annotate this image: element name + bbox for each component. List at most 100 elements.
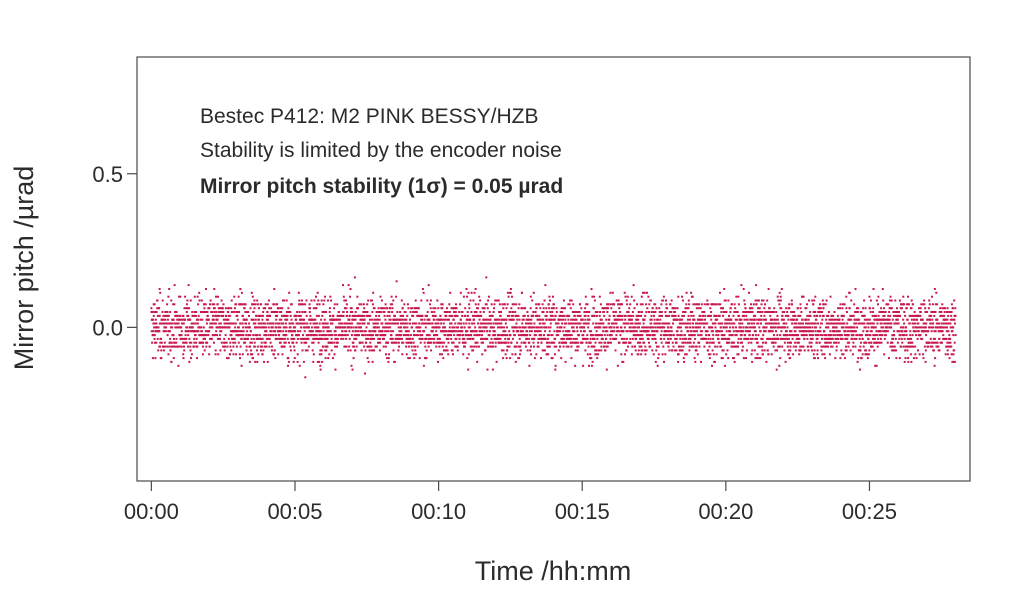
data-point	[780, 288, 783, 290]
data-point	[403, 334, 406, 337]
data-point	[912, 357, 915, 360]
data-point	[361, 322, 364, 325]
data-point	[731, 322, 734, 325]
data-point	[164, 330, 167, 333]
data-point	[172, 334, 175, 337]
data-point	[895, 357, 898, 360]
data-point	[453, 334, 456, 337]
data-point	[655, 322, 658, 325]
data-point	[505, 307, 508, 310]
data-point	[818, 307, 821, 310]
data-point	[397, 349, 400, 352]
data-point	[173, 345, 176, 348]
data-point	[448, 326, 451, 329]
data-point	[824, 303, 827, 306]
data-point	[506, 345, 509, 348]
data-point	[896, 318, 899, 321]
data-point	[369, 330, 372, 333]
data-point	[867, 337, 870, 340]
data-point	[662, 299, 665, 302]
data-point	[367, 337, 370, 340]
data-point	[462, 322, 465, 325]
data-point	[728, 314, 730, 317]
data-point	[647, 337, 650, 340]
data-point	[349, 295, 351, 298]
data-point	[242, 330, 245, 333]
data-point	[908, 345, 911, 348]
data-point	[827, 314, 830, 317]
data-point	[596, 337, 599, 340]
data-point	[790, 311, 793, 313]
data-point	[595, 349, 598, 352]
data-point	[435, 330, 438, 333]
data-point	[563, 326, 566, 329]
data-point	[650, 326, 652, 329]
data-point	[627, 314, 630, 317]
data-point	[689, 322, 692, 325]
data-point	[289, 322, 292, 325]
data-point	[285, 314, 288, 317]
data-point	[199, 311, 202, 313]
data-point	[629, 322, 632, 325]
data-point	[405, 345, 408, 348]
data-point	[784, 326, 786, 329]
data-point	[876, 318, 879, 321]
data-point	[821, 318, 824, 321]
data-point	[606, 303, 609, 306]
data-point	[503, 318, 506, 321]
data-point	[227, 318, 230, 321]
data-point	[390, 334, 393, 337]
data-point	[570, 345, 573, 348]
data-point	[586, 353, 589, 356]
data-point	[208, 326, 211, 329]
data-point	[166, 345, 169, 348]
data-point	[863, 299, 866, 302]
data-point	[685, 291, 688, 294]
data-point	[239, 330, 242, 333]
data-point	[689, 341, 692, 344]
data-point	[780, 330, 783, 333]
data-point	[205, 345, 208, 348]
data-point	[577, 345, 580, 348]
data-point	[741, 349, 744, 352]
data-point	[671, 349, 674, 352]
data-point	[517, 307, 520, 310]
data-point	[406, 337, 409, 340]
data-point	[875, 330, 878, 333]
data-point	[769, 330, 772, 333]
data-point	[672, 322, 674, 325]
data-point	[283, 341, 286, 344]
data-point	[565, 322, 568, 325]
data-point	[352, 326, 355, 329]
data-point	[596, 357, 599, 360]
data-point	[220, 307, 223, 310]
data-point	[724, 322, 727, 325]
data-point	[680, 322, 683, 325]
data-point	[869, 322, 872, 325]
data-point	[267, 334, 270, 337]
data-point	[882, 311, 885, 313]
data-point	[195, 337, 198, 340]
data-point	[192, 322, 195, 325]
data-point	[879, 334, 881, 337]
data-point	[839, 303, 842, 306]
data-point	[427, 322, 430, 325]
data-point	[905, 334, 908, 337]
data-point	[877, 295, 880, 298]
data-point	[368, 345, 370, 348]
data-point	[189, 299, 192, 302]
data-point	[892, 314, 895, 317]
data-point	[610, 307, 613, 310]
data-point	[664, 330, 667, 333]
data-point	[587, 345, 590, 348]
data-point	[874, 318, 877, 321]
data-point	[803, 337, 806, 340]
data-point	[348, 330, 351, 333]
data-point	[263, 334, 266, 337]
data-point	[834, 337, 837, 340]
data-point	[729, 307, 732, 310]
data-point	[650, 318, 653, 321]
data-point	[329, 295, 332, 298]
data-point	[312, 307, 315, 310]
data-point	[579, 326, 582, 329]
